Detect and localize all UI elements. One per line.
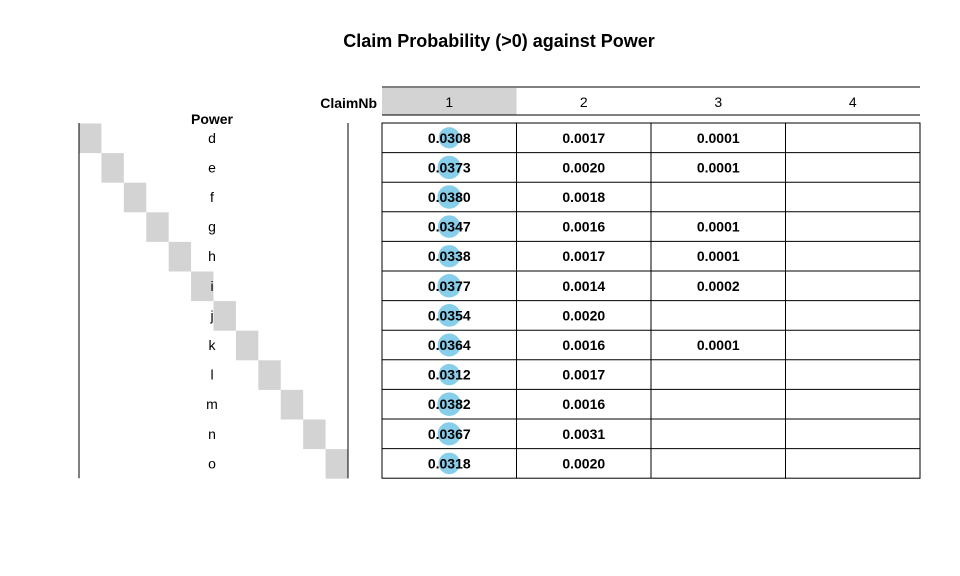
cell-value-f-1: 0.0380 (428, 189, 471, 205)
cell-value-m-1: 0.0382 (428, 396, 471, 412)
table-grid (381, 122, 921, 479)
cell-value-k-2: 0.0016 (562, 337, 605, 353)
column-header-highlight (382, 88, 517, 115)
cell-value-e-3: 0.0001 (697, 159, 740, 175)
probability-circle-m-1 (437, 392, 462, 417)
cell-value-g-3: 0.0001 (697, 219, 740, 235)
probability-circles (437, 127, 462, 475)
cell-value-g-2: 0.0016 (562, 219, 605, 235)
probability-circle-d-1 (438, 127, 460, 149)
probability-circle-j-1 (437, 304, 461, 327)
row-highlight-j (213, 301, 236, 331)
cell-value-e-1: 0.0373 (428, 159, 471, 175)
probability-circle-e-1 (437, 155, 461, 180)
row-highlight-i (191, 271, 214, 302)
row-label-d: d (208, 130, 216, 146)
cell-value-i-2: 0.0014 (562, 278, 605, 294)
row-highlight-d (79, 123, 102, 154)
cell-value-d-3: 0.0001 (697, 130, 740, 146)
cell-value-i-3: 0.0002 (697, 278, 740, 294)
probability-circle-f-1 (437, 185, 462, 209)
row-highlight-e (101, 153, 124, 183)
cell-value-e-2: 0.0020 (562, 159, 605, 175)
cell-value-k-1: 0.0364 (428, 337, 471, 353)
row-label-e: e (208, 159, 216, 175)
column-header-label: ClaimNb (320, 95, 377, 111)
probability-circle-n-1 (437, 422, 461, 446)
row-highlight-m (280, 389, 304, 420)
row-header-label: Power (191, 111, 234, 127)
chart-title: Claim Probability (>0) against Power (343, 31, 655, 51)
row-label-m: m (206, 396, 218, 412)
probability-circle-h-1 (438, 245, 461, 268)
row-highlight-staircase (78, 123, 349, 479)
cell-value-l-1: 0.0312 (428, 367, 471, 383)
row-label-o: o (208, 455, 216, 471)
cell-value-d-1: 0.0308 (428, 130, 471, 146)
cell-value-m-2: 0.0016 (562, 396, 605, 412)
row-label-n: n (208, 426, 216, 442)
cell-value-l-2: 0.0017 (562, 367, 605, 383)
cell-value-j-2: 0.0020 (562, 307, 605, 323)
row-label-g: g (208, 219, 216, 235)
row-label-l: l (210, 367, 213, 383)
cell-value-j-1: 0.0354 (428, 307, 471, 323)
row-highlight-n (303, 419, 326, 450)
probability-circle-k-1 (437, 333, 461, 357)
cell-value-o-2: 0.0020 (562, 455, 605, 471)
row-highlight-g (146, 212, 169, 242)
column-label-1: 1 (445, 94, 453, 110)
column-label-2: 2 (580, 94, 588, 110)
row-highlight-k (235, 330, 259, 361)
row-label-i: i (210, 278, 213, 294)
cell-value-f-2: 0.0018 (562, 189, 605, 205)
row-highlight-o (325, 449, 348, 479)
cell-value-h-3: 0.0001 (697, 248, 740, 264)
row-label-j: j (209, 307, 213, 323)
cell-value-i-1: 0.0377 (428, 278, 471, 294)
probability-circle-i-1 (437, 274, 462, 298)
row-highlight-l (258, 360, 281, 390)
column-header: 1 2 3 4 (382, 86, 920, 116)
probability-circle-l-1 (438, 363, 460, 386)
row-highlight-f (123, 182, 147, 213)
row-label-h: h (208, 248, 216, 264)
cell-values: 0.0308 0.0017 0.0001 0.0373 0.0020 0.0001 0.03… (428, 130, 740, 472)
cell-value-h-2: 0.0017 (562, 248, 605, 264)
cell-value-h-1: 0.0338 (428, 248, 471, 264)
cell-value-n-1: 0.0367 (428, 426, 471, 442)
column-label-4: 4 (849, 94, 857, 110)
probability-circle-g-1 (437, 215, 461, 238)
row-highlight-h (168, 241, 192, 272)
cell-value-d-2: 0.0017 (562, 130, 605, 146)
cell-value-o-1: 0.0318 (428, 455, 471, 471)
probability-circle-o-1 (438, 452, 461, 475)
cell-value-n-2: 0.0031 (562, 426, 605, 442)
row-label-f: f (210, 189, 214, 205)
cell-value-k-3: 0.0001 (697, 337, 740, 353)
column-label-3: 3 (714, 94, 722, 110)
row-label-k: k (209, 337, 217, 353)
cell-value-g-1: 0.0347 (428, 219, 471, 235)
